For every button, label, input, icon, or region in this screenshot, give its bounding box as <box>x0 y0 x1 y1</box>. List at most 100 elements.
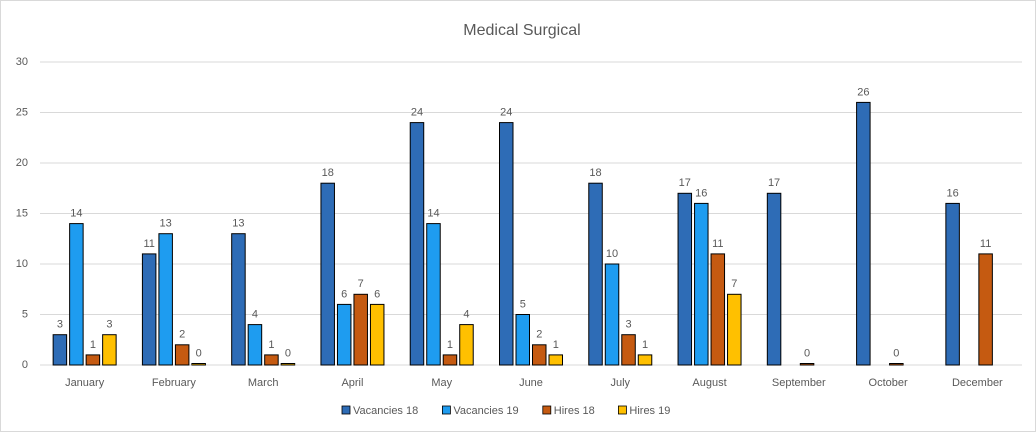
y-tick-label: 10 <box>16 258 28 270</box>
bar <box>532 344 547 366</box>
x-tick-label: January <box>65 377 105 389</box>
value-label: 24 <box>500 107 512 119</box>
value-label: 3 <box>57 319 63 331</box>
bar <box>158 233 173 366</box>
legend-label: Hires 19 <box>629 405 670 417</box>
bar <box>174 344 190 366</box>
bar <box>548 354 563 366</box>
y-tick-label: 0 <box>22 359 28 371</box>
x-tick-label: December <box>952 377 1003 389</box>
bar <box>727 293 742 366</box>
value-label: 0 <box>804 347 810 359</box>
bar <box>102 334 117 366</box>
value-label: 1 <box>447 339 453 351</box>
bar <box>677 192 693 366</box>
value-label: 13 <box>232 218 244 230</box>
bar <box>426 223 441 366</box>
value-label: 17 <box>679 177 691 189</box>
bar <box>409 122 425 366</box>
value-label: 11 <box>143 238 154 250</box>
value-label: 18 <box>322 167 334 179</box>
bar <box>141 253 157 366</box>
chart-title: Medical Surgical <box>463 22 580 39</box>
x-tick-label: October <box>869 377 908 389</box>
x-tick-label: July <box>610 377 630 389</box>
bar <box>69 223 84 366</box>
y-tick-label: 25 <box>16 106 28 118</box>
bar <box>499 122 514 366</box>
value-label: 2 <box>536 329 542 341</box>
y-tick-label: 5 <box>22 308 28 320</box>
x-tick-label: April <box>341 377 363 389</box>
value-label: 24 <box>411 107 423 119</box>
bar <box>710 253 726 366</box>
value-label: 0 <box>285 347 291 359</box>
legend-swatch <box>341 405 351 415</box>
x-tick-label: August <box>692 377 726 389</box>
bar <box>247 324 263 366</box>
bar <box>353 293 368 366</box>
bar <box>978 253 993 366</box>
bar <box>52 334 68 366</box>
legend-swatch <box>618 405 627 415</box>
value-label: 17 <box>768 177 780 189</box>
value-label: 6 <box>341 288 347 300</box>
bar <box>231 233 246 366</box>
bar <box>320 182 335 366</box>
value-label: 18 <box>589 167 601 179</box>
value-label: 0 <box>196 347 202 359</box>
bar <box>369 303 385 366</box>
value-label: 3 <box>106 319 112 331</box>
bar <box>515 314 530 366</box>
bar <box>280 363 296 366</box>
legend-label: Vacancies 18 <box>353 405 418 417</box>
value-label: 5 <box>520 298 526 310</box>
legend-label: Vacancies 19 <box>453 405 518 417</box>
legend-swatch <box>441 405 451 415</box>
value-label: 11 <box>712 238 723 250</box>
bar <box>945 202 960 366</box>
x-tick-label: September <box>772 377 826 389</box>
x-tick-label: February <box>152 377 197 389</box>
bar <box>694 202 709 366</box>
value-label: 7 <box>731 278 737 290</box>
bar <box>442 354 458 366</box>
value-label: 4 <box>252 309 258 321</box>
bar <box>799 363 815 366</box>
value-label: 0 <box>893 347 899 359</box>
bar <box>604 263 620 366</box>
value-label: 2 <box>179 329 185 341</box>
value-label: 1 <box>90 339 96 351</box>
value-label: 7 <box>358 278 364 290</box>
value-label: 13 <box>160 218 172 230</box>
x-tick-label: June <box>519 377 543 389</box>
bar <box>621 334 636 366</box>
y-tick-label: 15 <box>16 207 28 219</box>
bar <box>336 303 352 366</box>
legend-swatch <box>542 405 552 415</box>
legend-label: Hires 18 <box>554 405 595 417</box>
bar <box>85 354 101 366</box>
x-tick-label: May <box>431 377 452 389</box>
bar <box>637 354 653 366</box>
bar <box>856 101 871 366</box>
value-label: 14 <box>427 208 439 220</box>
value-label: 11 <box>980 238 991 250</box>
bar <box>588 182 603 366</box>
y-tick-label: 20 <box>16 157 28 169</box>
value-label: 26 <box>857 86 869 98</box>
y-tick-label: 30 <box>16 56 28 68</box>
bar <box>889 363 904 366</box>
value-label: 14 <box>70 208 82 220</box>
value-label: 1 <box>268 339 274 351</box>
value-label: 3 <box>625 319 631 331</box>
value-label: 4 <box>463 309 469 321</box>
value-label: 10 <box>606 248 618 260</box>
bar <box>191 363 206 366</box>
value-label: 1 <box>553 339 559 351</box>
value-label: 16 <box>946 187 958 199</box>
bar <box>264 354 279 366</box>
bar <box>766 192 782 366</box>
